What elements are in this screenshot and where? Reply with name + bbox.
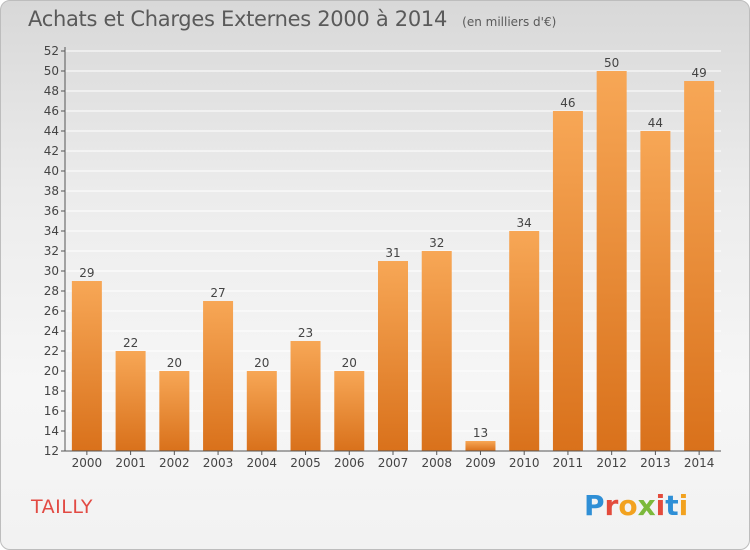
data-label: 44 bbox=[648, 116, 663, 130]
title-row: Achats et Charges Externes 2000 à 2014 (… bbox=[28, 7, 556, 31]
x-tick-label: 2010 bbox=[509, 456, 540, 470]
bar bbox=[684, 81, 715, 451]
x-tick-label: 2012 bbox=[596, 456, 627, 470]
bar bbox=[71, 281, 102, 451]
logo-letter: P bbox=[584, 489, 605, 522]
bar bbox=[640, 131, 671, 451]
bar bbox=[552, 111, 583, 451]
data-label: 13 bbox=[473, 426, 488, 440]
x-tick-label: 2000 bbox=[72, 456, 103, 470]
y-tick-label: 46 bbox=[44, 104, 59, 118]
y-tick-label: 28 bbox=[44, 284, 59, 298]
data-label: 32 bbox=[429, 236, 444, 250]
bars bbox=[71, 71, 715, 451]
x-tick-label: 2009 bbox=[465, 456, 496, 470]
data-label: 23 bbox=[298, 326, 313, 340]
bar bbox=[115, 351, 146, 451]
bar bbox=[421, 251, 452, 451]
data-label: 20 bbox=[167, 356, 182, 370]
x-tick-label: 2011 bbox=[553, 456, 584, 470]
data-label: 29 bbox=[79, 266, 94, 280]
y-tick-label: 32 bbox=[44, 244, 59, 258]
x-tick-label: 2004 bbox=[247, 456, 278, 470]
logo-letter: x bbox=[637, 489, 656, 522]
y-tick-label: 44 bbox=[44, 124, 59, 138]
y-tick-label: 40 bbox=[44, 164, 59, 178]
logo-letter: i bbox=[678, 489, 689, 522]
y-tick-label: 30 bbox=[44, 264, 59, 278]
y-tick-label: 14 bbox=[44, 424, 59, 438]
x-tick-label: 2001 bbox=[115, 456, 146, 470]
y-tick-label: 50 bbox=[44, 64, 59, 78]
y-tick-label: 52 bbox=[44, 44, 59, 58]
y-tick-label: 22 bbox=[44, 344, 59, 358]
y-tick-label: 42 bbox=[44, 144, 59, 158]
bar bbox=[509, 231, 540, 451]
bar bbox=[246, 371, 277, 451]
bar bbox=[378, 261, 408, 451]
bar bbox=[465, 441, 496, 451]
data-label: 27 bbox=[210, 286, 225, 300]
bar bbox=[159, 371, 190, 451]
labels: 12 14 16 18 20 22 24 26 28 30 32 34 36 38 40 42 44 46 48 50… bbox=[44, 44, 715, 470]
chart-subtitle: (en milliers d'€) bbox=[462, 15, 557, 29]
data-label: 31 bbox=[385, 246, 400, 260]
axes bbox=[61, 47, 721, 455]
data-label: 50 bbox=[604, 56, 619, 70]
logo-letter: o bbox=[618, 489, 638, 522]
bar bbox=[203, 301, 234, 451]
data-label: 49 bbox=[691, 66, 706, 80]
proxiti-logo[interactable]: Proxiti bbox=[584, 489, 688, 522]
x-tick-label: 2006 bbox=[334, 456, 365, 470]
x-tick-label: 2005 bbox=[290, 456, 321, 470]
bar bbox=[596, 71, 627, 451]
chart-title: Achats et Charges Externes 2000 à 2014 bbox=[28, 7, 448, 31]
x-tick-label: 2014 bbox=[684, 456, 715, 470]
logo-letter: r bbox=[604, 489, 619, 522]
y-tick-label: 34 bbox=[44, 224, 59, 238]
logo-letter: t bbox=[665, 489, 679, 522]
y-tick-label: 24 bbox=[44, 324, 59, 338]
x-tick-label: 2003 bbox=[203, 456, 234, 470]
x-tick-label: 2013 bbox=[640, 456, 671, 470]
bar bbox=[334, 371, 365, 451]
data-label: 46 bbox=[560, 96, 575, 110]
y-tick-label: 36 bbox=[44, 204, 59, 218]
data-label: 22 bbox=[123, 336, 138, 350]
y-tick-label: 16 bbox=[44, 404, 59, 418]
data-label: 20 bbox=[342, 356, 357, 370]
y-tick-label: 18 bbox=[44, 384, 59, 398]
logo-letter: i bbox=[655, 489, 666, 522]
x-tick-label: 2008 bbox=[421, 456, 452, 470]
y-tick-label: 38 bbox=[44, 184, 59, 198]
bar bbox=[290, 341, 321, 451]
y-tick-label: 26 bbox=[44, 304, 59, 318]
x-tick-label: 2007 bbox=[378, 456, 409, 470]
data-label: 20 bbox=[254, 356, 269, 370]
x-tick-label: 2002 bbox=[159, 456, 190, 470]
data-label: 34 bbox=[517, 216, 532, 230]
y-tick-label: 20 bbox=[44, 364, 59, 378]
place-name: TAILLY bbox=[31, 496, 93, 518]
y-tick-label: 12 bbox=[44, 444, 59, 458]
y-tick-label: 48 bbox=[44, 84, 59, 98]
